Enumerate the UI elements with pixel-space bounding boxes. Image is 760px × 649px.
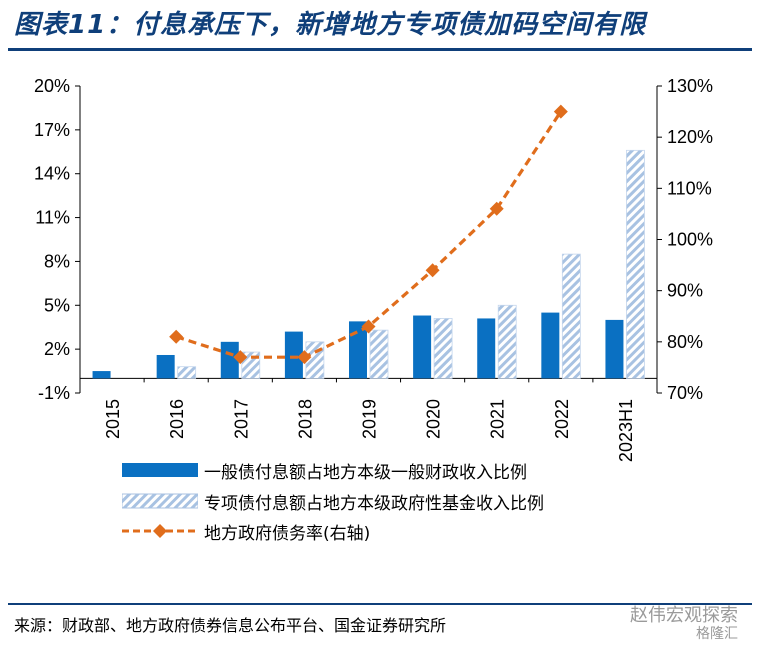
- y-right-tick-label: 70%: [667, 383, 703, 403]
- bar-special: [497, 304, 517, 379]
- y-right-tick-label: 90%: [667, 281, 703, 301]
- point-debt-ratio: [361, 319, 376, 334]
- source-note: 来源：财政部、地方政府债券信息公布平台、国金证券研究所: [14, 616, 447, 635]
- legend-item-general: 一般债付息额占地方本级一般财政收入比例: [122, 458, 527, 483]
- legend-swatch-rate: [122, 521, 198, 541]
- bar-special: [626, 149, 645, 379]
- point-debt-ratio: [297, 350, 312, 365]
- x-tick-label: 2023H1: [616, 399, 636, 462]
- bar-general: [413, 315, 432, 379]
- legend-item-rate: 地方政府债务率(右轴): [122, 519, 371, 544]
- x-tick-label: 2020: [424, 399, 444, 439]
- bar-general: [605, 319, 624, 379]
- watermark: 赵伟宏观探索 格隆汇: [630, 606, 738, 644]
- x-tick-label: 2015: [103, 399, 123, 439]
- point-debt-ratio: [553, 104, 568, 119]
- legend-label-rate: 地方政府债务率(右轴): [204, 523, 371, 544]
- point-debt-ratio: [425, 263, 440, 278]
- y-right-tick-label: 130%: [667, 76, 713, 96]
- y-left-tick-label: 8%: [44, 251, 70, 271]
- bar-special: [305, 341, 325, 379]
- x-tick-label: 2017: [231, 399, 251, 439]
- bar-general: [349, 321, 367, 379]
- watermark-line2: 格隆汇: [696, 626, 738, 642]
- bar-general: [220, 341, 239, 379]
- bar-general: [284, 331, 303, 379]
- x-tick-label: 2021: [488, 399, 508, 439]
- y-right-tick-label: 80%: [667, 332, 703, 352]
- legend-item-special: 专项债付息额占地方本级政府性基金收入比例: [121, 489, 544, 514]
- y-left-tick-label: 20%: [34, 76, 70, 96]
- bar-general: [477, 318, 496, 379]
- y-left-tick-label: 14%: [34, 164, 70, 184]
- y-left-tick-label: 11%: [35, 208, 70, 228]
- point-debt-ratio: [489, 201, 504, 216]
- point-debt-ratio: [169, 329, 184, 344]
- point-debt-ratio: [233, 350, 248, 365]
- title-divider: [8, 48, 752, 51]
- legend-swatch-special: [121, 491, 199, 511]
- y-left-tick-label: -1%: [38, 383, 70, 403]
- chart-title: 图表11：付息承压下，新增地方专项债加码空间有限: [14, 10, 647, 40]
- bar-special: [561, 253, 581, 379]
- y-left-tick-label: 2%: [44, 339, 70, 359]
- y-left-tick-label: 17%: [34, 120, 70, 140]
- bar-special: [433, 318, 453, 379]
- legend-label-special: 专项债付息额占地方本级政府性基金收入比例: [204, 493, 544, 514]
- footer-divider: [8, 603, 752, 605]
- y-right-tick-label: 110%: [667, 178, 712, 198]
- x-tick-label: 2022: [552, 399, 572, 439]
- x-tick-label: 2016: [167, 399, 187, 439]
- y-left-tick-label: 5%: [44, 295, 70, 315]
- bar-special: [369, 329, 389, 379]
- bar-general: [541, 312, 560, 379]
- bar-general: [156, 354, 175, 379]
- legend-swatch-general: [122, 460, 198, 480]
- y-right-tick-label: 100%: [667, 230, 713, 250]
- chart-area: -1% 2% 5% 8% 11% 14% 17% 20% 70% 80% 90% 100% 110% 12…: [34, 76, 713, 462]
- y-right-tick-label: 120%: [667, 127, 713, 147]
- legend-label-general: 一般债付息额占地方本级一般财政收入比例: [204, 462, 527, 483]
- x-tick-label: 2018: [295, 399, 315, 439]
- watermark-line1: 赵伟宏观探索: [630, 605, 738, 626]
- bar-special: [177, 366, 197, 379]
- bar-general: [92, 371, 111, 379]
- x-tick-label: 2019: [360, 399, 380, 439]
